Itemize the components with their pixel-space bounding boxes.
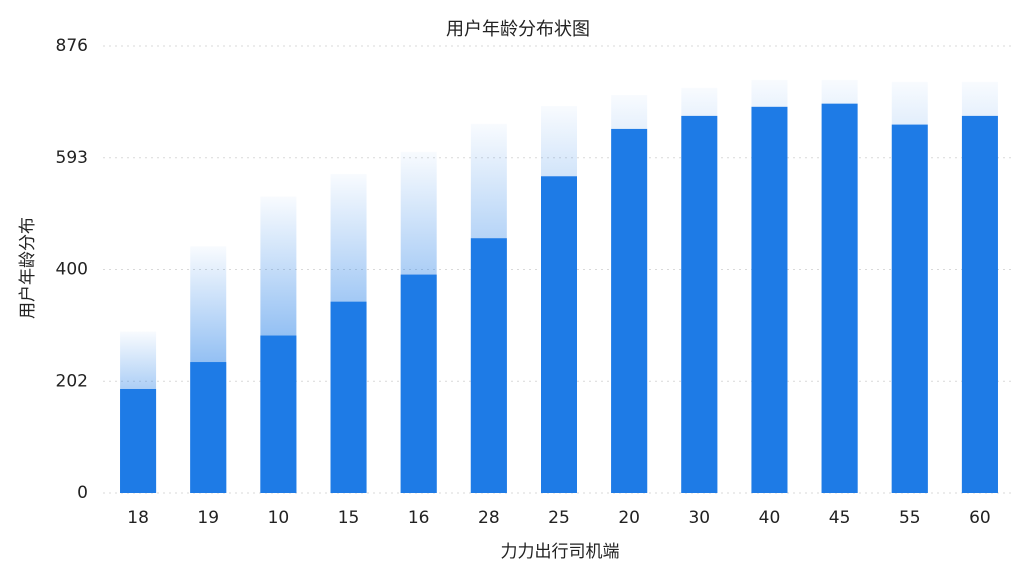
y-tick-label: 876: [56, 36, 88, 56]
x-tick-label: 40: [759, 508, 781, 528]
x-tick-label: 60: [969, 508, 991, 528]
x-tick-label: 55: [899, 508, 921, 528]
x-tick-label: 19: [197, 508, 219, 528]
x-axis-label: 力力出行司机端: [501, 542, 620, 562]
y-tick-label: 400: [56, 260, 88, 280]
bar: [400, 274, 437, 493]
bar: [751, 106, 788, 494]
bar: [470, 238, 507, 493]
x-tick-label: 18: [127, 508, 149, 528]
x-tick-label: 30: [688, 508, 710, 528]
bar: [611, 128, 648, 494]
x-tick-label: 15: [338, 508, 360, 528]
chart-title: 用户年龄分布状图: [446, 19, 590, 40]
bar: [891, 124, 928, 494]
y-tick-label: 0: [77, 483, 88, 503]
x-tick-label: 20: [618, 508, 640, 528]
bar: [821, 103, 858, 493]
y-tick-label: 593: [56, 148, 88, 168]
x-tick-label: 25: [548, 508, 570, 528]
bar: [681, 115, 718, 493]
x-tick-label: 16: [408, 508, 430, 528]
x-tick-label: 45: [829, 508, 851, 528]
bar: [120, 388, 157, 493]
bar: [961, 115, 998, 493]
bar: [541, 176, 577, 493]
x-tick-label: 10: [268, 508, 290, 528]
y-tick-label: 202: [56, 371, 88, 391]
x-tick-label: 28: [478, 508, 500, 528]
bar: [330, 301, 367, 493]
y-axis-label: 用户年龄分布: [18, 217, 38, 319]
bar: [260, 335, 297, 493]
bar: [190, 362, 227, 493]
